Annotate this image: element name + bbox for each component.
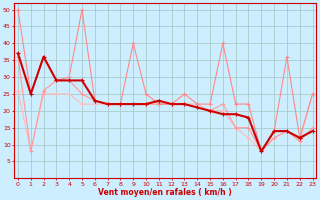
X-axis label: Vent moyen/en rafales ( km/h ): Vent moyen/en rafales ( km/h ): [98, 188, 232, 197]
